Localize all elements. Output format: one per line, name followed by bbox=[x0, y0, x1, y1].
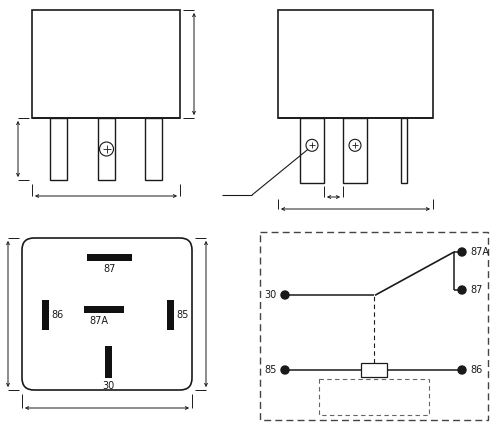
Bar bbox=[32, 10, 180, 118]
Text: 85: 85 bbox=[176, 310, 188, 320]
Bar bbox=[145, 118, 162, 180]
Bar bbox=[98, 118, 115, 180]
Circle shape bbox=[458, 248, 466, 256]
Bar bbox=[318, 379, 428, 415]
Bar bbox=[84, 306, 124, 313]
Text: 87A: 87A bbox=[470, 247, 489, 257]
Circle shape bbox=[458, 286, 466, 294]
Text: 30: 30 bbox=[102, 381, 115, 391]
Text: 30: 30 bbox=[265, 290, 277, 300]
Text: 86: 86 bbox=[51, 310, 63, 320]
Bar bbox=[278, 10, 433, 118]
Bar bbox=[50, 118, 67, 180]
Bar bbox=[42, 300, 49, 330]
Bar bbox=[260, 232, 488, 420]
Bar bbox=[343, 118, 367, 183]
Bar bbox=[167, 300, 174, 330]
Bar bbox=[105, 346, 112, 378]
Text: 85: 85 bbox=[264, 365, 277, 375]
Text: 87: 87 bbox=[470, 285, 482, 295]
Bar bbox=[360, 363, 386, 377]
Circle shape bbox=[281, 366, 289, 374]
Text: 87A: 87A bbox=[90, 316, 108, 326]
Bar bbox=[401, 118, 407, 183]
Text: 86: 86 bbox=[470, 365, 482, 375]
Bar bbox=[300, 118, 324, 183]
Circle shape bbox=[458, 366, 466, 374]
Text: 87: 87 bbox=[104, 264, 116, 274]
Bar bbox=[87, 254, 132, 261]
Circle shape bbox=[281, 291, 289, 299]
